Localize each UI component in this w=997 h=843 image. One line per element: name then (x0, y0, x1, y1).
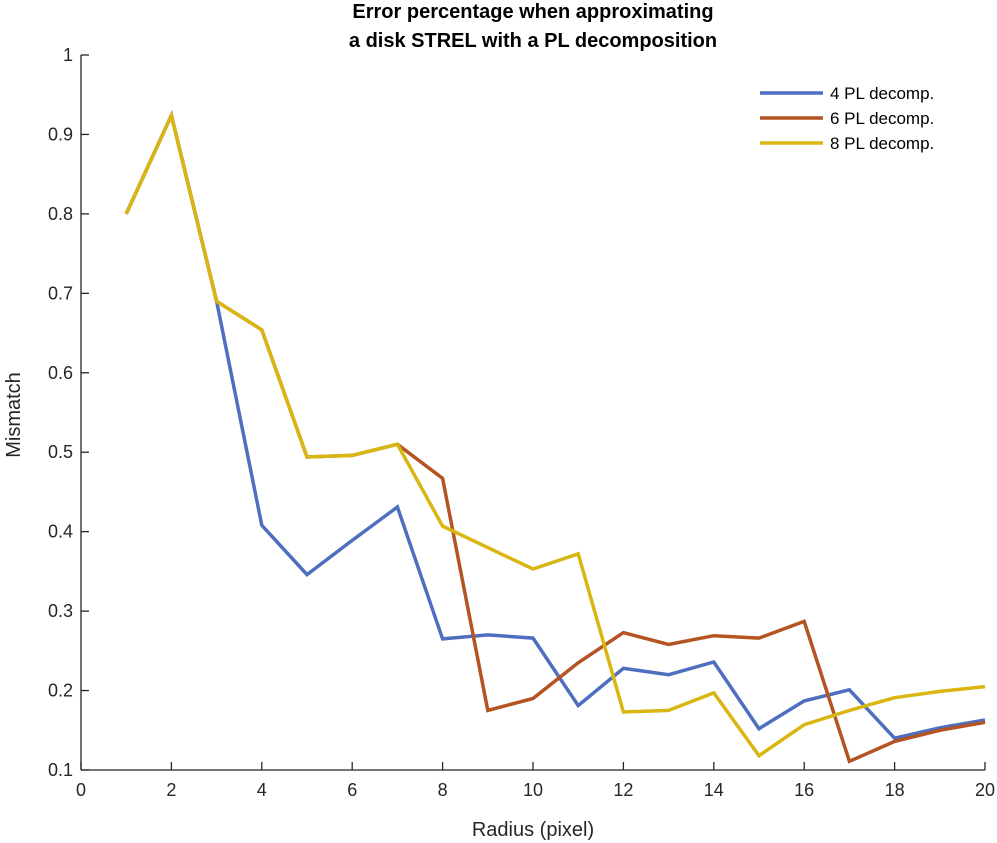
y-tick-label: 1 (63, 45, 73, 65)
y-tick-label: 0.3 (48, 601, 73, 621)
series-line-1 (124, 110, 986, 741)
y-tick-label: 0.5 (48, 442, 73, 462)
chart-title-line-2: a disk STREL with a PL decomposition (349, 30, 717, 52)
x-tick-label: 20 (975, 780, 995, 800)
x-tick-label: 6 (347, 780, 357, 800)
x-tick-label: 10 (523, 780, 543, 800)
x-axis-title: Radius (pixel) (472, 819, 594, 841)
y-tick-label: 0.8 (48, 204, 73, 224)
y-tick-label: 0.7 (48, 283, 73, 303)
y-tick-label: 0.4 (48, 522, 73, 542)
legend-label-3: 8 PL decomp. (830, 134, 934, 153)
x-tick-label: 14 (704, 780, 724, 800)
y-tick-label: 0.9 (48, 124, 73, 144)
y-tick-label: 0.2 (48, 681, 73, 701)
series-lines (124, 110, 986, 764)
x-tick-label: 18 (885, 780, 905, 800)
y-tick-label: 0.6 (48, 363, 73, 383)
x-tick-label: 12 (613, 780, 633, 800)
y-tick-label: 0.1 (48, 760, 73, 780)
axes: 0 2 4 6 8 10 12 14 16 18 20 0.1 0.2 0.3 0.4 0.5 0.6 0.7 0.… (48, 45, 995, 800)
x-tick-label: 8 (438, 780, 448, 800)
series-line-3 (124, 110, 986, 759)
x-tick-label: 2 (166, 780, 176, 800)
x-tick-label: 4 (257, 780, 267, 800)
series-line-2 (124, 110, 986, 764)
y-axis-title: Mismatch (3, 372, 25, 458)
legend: 4 PL decomp. 6 PL decomp. 8 PL decomp. (760, 84, 934, 153)
legend-label-2: 6 PL decomp. (830, 109, 934, 128)
chart-title-line-1: Error percentage when approximating (352, 1, 713, 23)
legend-label-1: 4 PL decomp. (830, 84, 934, 103)
x-tick-label: 16 (794, 780, 814, 800)
x-tick-label: 0 (76, 780, 86, 800)
